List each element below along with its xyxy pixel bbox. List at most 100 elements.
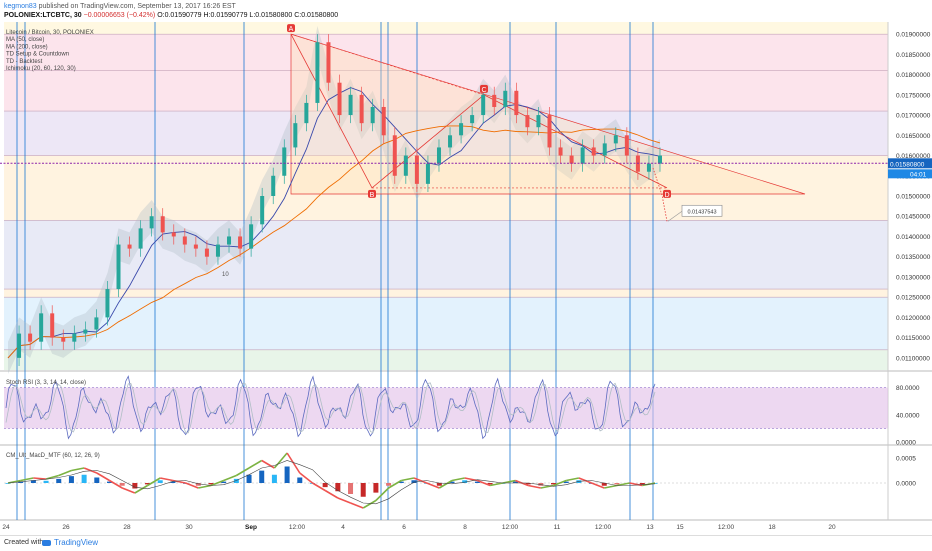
macd-histogram-bar (233, 478, 239, 483)
time-tick-label: 11 (554, 524, 561, 531)
macd-pane: CM_Ult_MacD_MTF (60, 12, 26, 9) (4, 452, 888, 509)
price-tick-label: 0.01150000 (896, 335, 930, 342)
pattern-point-d (663, 189, 671, 198)
last-price-label: 0.01580800 (890, 161, 925, 168)
candle-body (204, 248, 209, 257)
fib-band (4, 111, 888, 156)
candle-body (94, 317, 99, 330)
macd-line-segment (388, 479, 402, 489)
legend-item: Litecoin / Bitcoin, 30, POLONIEX (6, 30, 94, 36)
macd-line-segment (273, 452, 288, 469)
macd-histogram-bar (512, 481, 518, 483)
time-tick-label: 28 (123, 524, 131, 531)
pattern-point-c (480, 84, 488, 93)
macd-histogram-bar (30, 480, 36, 483)
macd-line-segment (502, 479, 516, 484)
time-tick-label: 18 (768, 524, 776, 531)
candle-body (127, 244, 132, 249)
macd-line-segment (578, 477, 592, 484)
candle-body (425, 163, 430, 184)
macd-line-segment (261, 459, 275, 469)
candle-body (646, 163, 651, 172)
macd-histogram-bar (474, 481, 480, 483)
time-tick-label: 12:00 (289, 524, 306, 531)
macd-histogram-bar (56, 478, 62, 483)
macd-histogram-bar (348, 483, 354, 494)
time-tick-label: 4 (341, 524, 345, 531)
pattern-legs (290, 33, 668, 189)
pattern-point-label: D (664, 192, 669, 199)
candle-body (613, 135, 618, 144)
candle-body (514, 90, 519, 116)
macd-line-segment (109, 479, 123, 489)
candle-body (249, 224, 254, 249)
candle-body (182, 236, 187, 245)
candle-body (61, 337, 66, 342)
pattern-markers: A B C D 10 0.01437543 (222, 24, 723, 278)
legend-item: TD Setup & Countdown (6, 52, 69, 58)
change-label: −0.00006653 (−0.42%) (83, 12, 156, 19)
macd-tick-label: 0.0000 (896, 481, 916, 488)
macd-histogram-bar (601, 483, 607, 486)
macd-histogram-bar (386, 483, 392, 486)
candle-body (414, 155, 419, 184)
macd-histogram-bar (81, 474, 87, 483)
macd-histogram-bar (259, 470, 265, 483)
ohlc-values: O:0.01590779 H:0.01590779 L:0.01580800 C… (157, 12, 339, 19)
candle-body (238, 236, 243, 249)
macd-histogram-bar (284, 466, 290, 483)
macd-histogram-bar (157, 480, 163, 483)
macd-histogram-bar (563, 481, 569, 483)
tradingview-brand[interactable]: TradingView (42, 538, 98, 547)
target-callout-label: 0.01437543 (687, 209, 716, 215)
macd-histogram-bar (538, 483, 544, 486)
stoch-d-line (5, 382, 656, 434)
macd-line-segment (312, 482, 326, 492)
time-tick-label: Sep (245, 524, 257, 531)
candle-body (304, 102, 309, 124)
created-with-label: Created with (4, 539, 44, 546)
candle-body (558, 147, 563, 156)
time-tick-label: 12:00 (595, 524, 612, 531)
macd-histogram-bar (145, 483, 151, 485)
macd-line-segment (451, 477, 465, 482)
author-link[interactable]: kegmon83 (4, 3, 37, 10)
macd-line-segment (160, 477, 174, 482)
macd-line-segment (566, 477, 580, 482)
macd-line-segment (324, 489, 339, 499)
macd-histogram-bar (297, 477, 303, 483)
macd-histogram-bar (208, 483, 214, 485)
pattern-point-a (287, 24, 295, 33)
fib-band (4, 349, 888, 370)
symbol-label: POLONIEX:LTCBTC, 30 (4, 12, 82, 19)
fib-background-bands (4, 22, 888, 370)
candle-body (28, 333, 33, 342)
macd-line-segment (616, 482, 630, 487)
macd-histogram-bar (195, 483, 201, 486)
td-count-label: 10 (222, 272, 229, 278)
tradingview-logo-icon (42, 539, 51, 546)
candle-body (370, 106, 375, 124)
macd-line-segment (45, 474, 59, 480)
candle-body (392, 135, 397, 176)
time-tick-label: 8 (463, 524, 467, 531)
macd-histogram-bar (132, 483, 138, 489)
candle-body (381, 106, 386, 136)
candle-body (116, 244, 121, 290)
candle-body (271, 175, 276, 196)
macd-line-segment (553, 479, 567, 487)
price-tick-label: 0.01800000 (896, 72, 931, 79)
rsi-tick-label: 80.0000 (896, 385, 920, 392)
rsi-tick-label: 0.0000 (896, 440, 916, 447)
macd-line-segment (591, 482, 605, 489)
footer: Created with TradingView (0, 535, 932, 551)
price-tick-label: 0.01600000 (896, 153, 931, 160)
macd-histogram-bar (271, 474, 277, 483)
macd-line-segment (83, 467, 98, 474)
macd-histogram-bar (525, 483, 531, 485)
candle-body (337, 82, 342, 116)
price-tick-label: 0.01350000 (896, 254, 931, 261)
macd-line-segment (337, 497, 351, 504)
price-tick-label: 0.01650000 (896, 133, 931, 140)
macd-histogram-bar (436, 483, 442, 486)
